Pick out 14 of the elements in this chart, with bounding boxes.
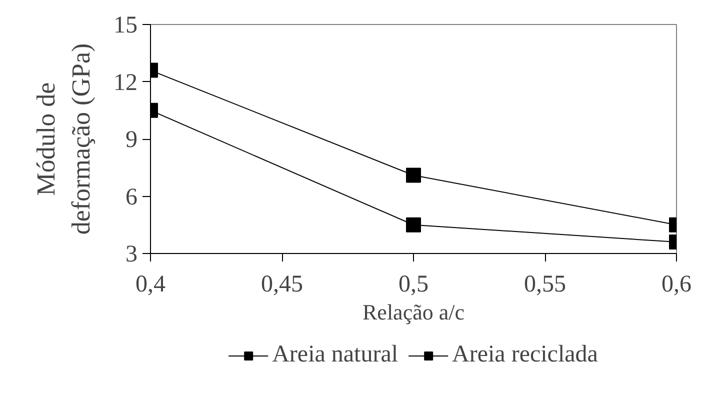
x-tick-label: 0,55 bbox=[524, 272, 566, 298]
x-axis-title: Relação a/c bbox=[362, 300, 465, 324]
legend-label: Areia reciclada bbox=[452, 342, 598, 368]
x-tick-label: 0,45 bbox=[261, 272, 303, 298]
x-tick-label: 0,6 bbox=[662, 272, 692, 298]
y-axis-title: Módulo de deformação (GPa) bbox=[32, 43, 96, 235]
y-tick-label: 3 bbox=[126, 242, 138, 268]
y-tick-label: 9 bbox=[126, 127, 138, 153]
y-tick-label: 6 bbox=[126, 184, 138, 210]
legend-label: Areia natural bbox=[272, 342, 398, 368]
y-tick-label: 15 bbox=[114, 12, 138, 38]
x-tick-label: 0,5 bbox=[398, 272, 428, 298]
x-tick-label: 0,4 bbox=[136, 272, 166, 298]
y-tick-label: 12 bbox=[114, 70, 138, 96]
